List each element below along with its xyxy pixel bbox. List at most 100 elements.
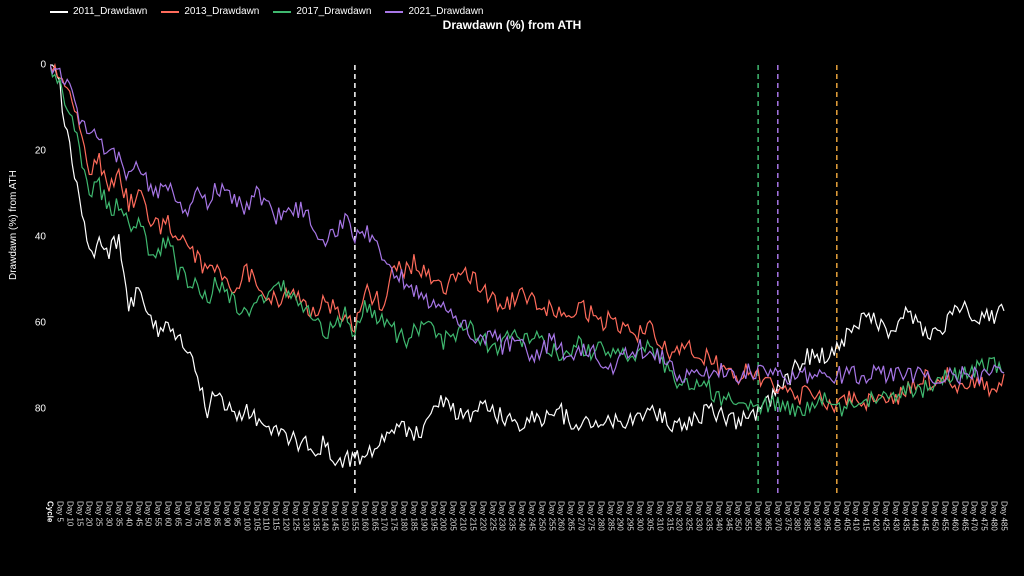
x-tick-label: Day 75 bbox=[193, 501, 202, 526]
x-tick-label: Day 485 bbox=[1000, 501, 1009, 531]
x-tick-label: Day 170 bbox=[380, 501, 389, 531]
x-tick-label: Day 455 bbox=[940, 501, 949, 531]
x-tick-label: Day 200 bbox=[439, 501, 448, 531]
chart-svg bbox=[50, 45, 1010, 505]
x-tick-label: Day 150 bbox=[341, 501, 350, 531]
x-tick-label: Day 300 bbox=[636, 501, 645, 531]
x-tick-label: Day 20 bbox=[85, 501, 94, 526]
x-tick-label: Day 60 bbox=[164, 501, 173, 526]
x-tick-label: Day 390 bbox=[813, 501, 822, 531]
x-tick-label: Day 195 bbox=[429, 501, 438, 531]
y-tick-label: 40 bbox=[22, 232, 46, 243]
x-tick-label: Day 135 bbox=[311, 501, 320, 531]
x-tick-label: Day 145 bbox=[331, 501, 340, 531]
legend-label: 2017_Drawdawn bbox=[296, 6, 371, 17]
x-tick-label: Day 325 bbox=[685, 501, 694, 531]
x-tick-label: Day 225 bbox=[488, 501, 497, 531]
x-tick-label: Day 445 bbox=[921, 501, 930, 531]
legend-label: 2011_Drawdawn bbox=[73, 6, 147, 17]
legend-item-2: 2017_Drawdawn bbox=[273, 6, 371, 17]
x-tick-label: Day 450 bbox=[931, 501, 940, 531]
x-tick-label: Day 35 bbox=[114, 501, 123, 526]
legend: 2011_Drawdawn 2013_Drawdawn 2017_Drawdawn 2… bbox=[50, 6, 484, 17]
legend-item-0: 2011_Drawdawn bbox=[50, 6, 147, 17]
x-tick-label: Day 460 bbox=[950, 501, 959, 531]
x-tick-label: Day 235 bbox=[508, 501, 517, 531]
x-tick-label: Day 210 bbox=[459, 501, 468, 531]
legend-item-3: 2021_Drawdawn bbox=[385, 6, 483, 17]
x-tick-label: Day 175 bbox=[390, 501, 399, 531]
x-tick-label: Day 415 bbox=[862, 501, 871, 531]
x-tick-label: Day 125 bbox=[291, 501, 300, 531]
x-tick-label: Day 465 bbox=[960, 501, 969, 531]
legend-swatch-icon bbox=[161, 11, 179, 13]
x-tick-label: Day 480 bbox=[990, 501, 999, 531]
x-tick-label: Day 270 bbox=[577, 501, 586, 531]
y-axis-label: Drawdawn (%) from ATH bbox=[8, 170, 19, 280]
x-tick-label: Day 85 bbox=[213, 501, 222, 526]
x-tick-label: Day 230 bbox=[498, 501, 507, 531]
x-tick-label: Day 155 bbox=[350, 501, 359, 531]
x-tick-label-cycle: Cycle bbox=[46, 501, 55, 522]
chart-container: 2011_Drawdawn 2013_Drawdawn 2017_Drawdawn 2… bbox=[0, 0, 1024, 576]
x-tick-label: Day 440 bbox=[911, 501, 920, 531]
chart-title: Drawdawn (%) from ATH bbox=[443, 18, 582, 32]
x-tick-label: Day 65 bbox=[173, 501, 182, 526]
x-tick-label: Day 160 bbox=[360, 501, 369, 531]
x-tick-label: Day 255 bbox=[547, 501, 556, 531]
x-tick-label: Day 265 bbox=[567, 501, 576, 531]
x-tick-label: Day 330 bbox=[695, 501, 704, 531]
x-tick-label: Day 430 bbox=[891, 501, 900, 531]
x-tick-label: Day 305 bbox=[645, 501, 654, 531]
x-tick-label: Day 400 bbox=[832, 501, 841, 531]
legend-item-1: 2013_Drawdawn bbox=[161, 6, 259, 17]
x-tick-label: Day 350 bbox=[734, 501, 743, 531]
x-tick-label: Day 340 bbox=[714, 501, 723, 531]
legend-label: 2013_Drawdawn bbox=[184, 6, 259, 17]
legend-swatch-icon bbox=[50, 11, 68, 13]
x-tick-label: Day 435 bbox=[901, 501, 910, 531]
series-line-2017_Drawdawn bbox=[50, 65, 1004, 417]
x-tick-label: Day 420 bbox=[872, 501, 881, 531]
x-tick-label: Day 180 bbox=[400, 501, 409, 531]
y-tick-label: 80 bbox=[22, 404, 46, 415]
x-tick-label: Day 425 bbox=[881, 501, 890, 531]
x-tick-label: Day 105 bbox=[252, 501, 261, 531]
x-tick-label: Day 280 bbox=[596, 501, 605, 531]
x-tick-label: Day 220 bbox=[478, 501, 487, 531]
x-tick-label: Day 290 bbox=[616, 501, 625, 531]
x-tick-label: Day 115 bbox=[272, 501, 281, 530]
x-tick-label: Day 475 bbox=[980, 501, 989, 531]
x-tick-label: Day 250 bbox=[537, 501, 546, 531]
series-line-2021_Drawdawn bbox=[50, 65, 1004, 384]
series-line-2011_Drawdawn bbox=[50, 65, 1004, 468]
x-tick-label: Day 10 bbox=[65, 501, 74, 526]
x-tick-label: Day 120 bbox=[282, 501, 291, 531]
x-tick-label: Day 395 bbox=[822, 501, 831, 531]
x-tick-label: Day 275 bbox=[586, 501, 595, 531]
x-tick-label: Day 30 bbox=[105, 501, 114, 526]
y-tick-label: 60 bbox=[22, 318, 46, 329]
x-tick-label: Day 215 bbox=[468, 501, 477, 531]
x-tick-label: Day 25 bbox=[95, 501, 104, 526]
x-tick-label: Day 295 bbox=[626, 501, 635, 531]
x-tick-label: Day 315 bbox=[665, 501, 674, 531]
x-tick-label: Day 45 bbox=[134, 501, 143, 526]
x-tick-label: Day 165 bbox=[370, 501, 379, 531]
x-tick-label: Day 185 bbox=[409, 501, 418, 531]
x-tick-label: Day 310 bbox=[655, 501, 664, 531]
x-tick-label: Day 405 bbox=[842, 501, 851, 531]
legend-swatch-icon bbox=[385, 11, 403, 13]
x-tick-label: Day 240 bbox=[518, 501, 527, 531]
legend-label: 2021_Drawdawn bbox=[408, 6, 483, 17]
x-tick-label: Day 40 bbox=[124, 501, 133, 526]
x-tick-label: Day 90 bbox=[223, 501, 232, 526]
x-tick-label: Day 380 bbox=[793, 501, 802, 531]
y-tick-label: 20 bbox=[22, 146, 46, 157]
x-tick-label: Day 110 bbox=[262, 501, 271, 530]
x-tick-label: Day 385 bbox=[803, 501, 812, 531]
x-tick-label: Day 335 bbox=[704, 501, 713, 531]
x-tick-label: Day 365 bbox=[763, 501, 772, 531]
x-tick-label: Day 50 bbox=[144, 501, 153, 526]
x-tick-label: Day 410 bbox=[852, 501, 861, 531]
